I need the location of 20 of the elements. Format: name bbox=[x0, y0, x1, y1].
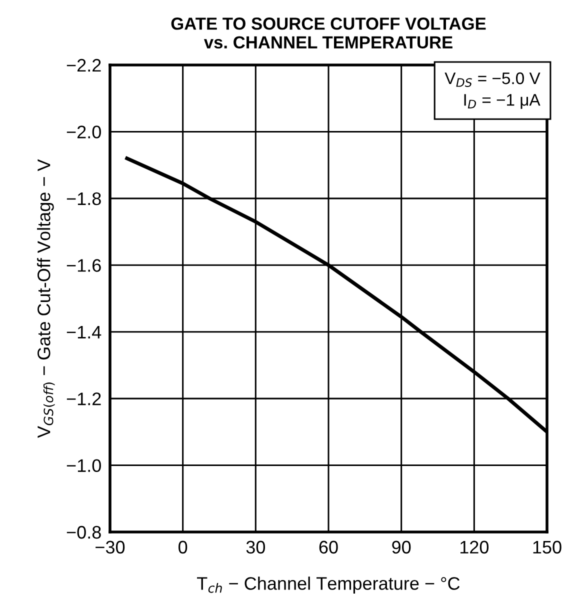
x-tick-label: 0 bbox=[178, 540, 188, 554]
x-tick-label: 90 bbox=[392, 540, 411, 554]
y-tick-label: −1.8 bbox=[66, 192, 101, 206]
chart-title: GATE TO SOURCE CUTOFF VOLTAGE vs. CHANNEL TEMPERATURE bbox=[171, 18, 486, 49]
x-tick-label: 60 bbox=[319, 540, 338, 554]
y-tick-label: −2.2 bbox=[66, 58, 101, 72]
annotation: I$_{D}$ = −1 μA bbox=[464, 94, 540, 109]
y-tick-label: −1.4 bbox=[66, 326, 102, 338]
x-tick-label: 150 bbox=[533, 540, 562, 554]
y-tick-label: −1.0 bbox=[66, 459, 101, 472]
x-axis-title: T$_{ch}$ − Channel Temperature − °C bbox=[197, 576, 460, 594]
y-axis-title: V$_{GS(off)}$ − Gate Cut-Off Voltage − V bbox=[37, 159, 55, 438]
y-tick-label: −0.8 bbox=[66, 526, 101, 539]
y-tick-label: −1.6 bbox=[66, 259, 101, 272]
y-tick-label: −1.2 bbox=[66, 392, 101, 406]
y-tick-label: −2.0 bbox=[66, 126, 101, 138]
x-tick-label: 30 bbox=[246, 540, 266, 554]
x-tick-label: 120 bbox=[460, 540, 489, 554]
annotation: V$_{DS}$ = −5.0 V bbox=[444, 72, 540, 87]
x-tick-label: −30 bbox=[96, 540, 125, 554]
